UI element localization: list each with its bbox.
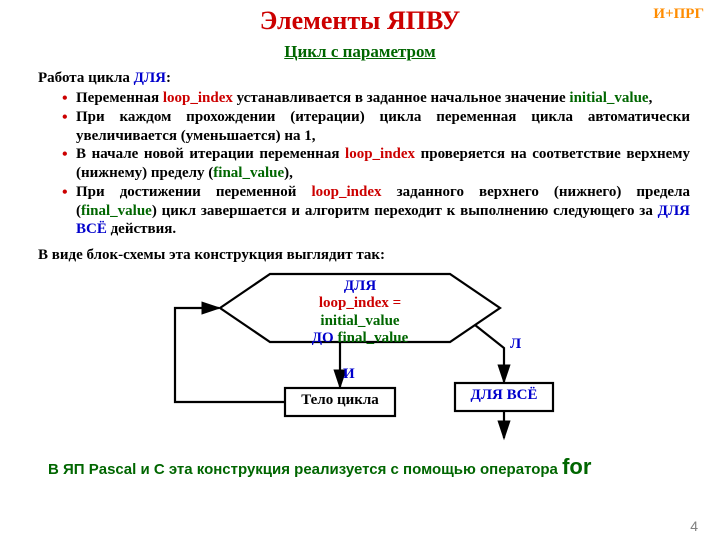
bullet-item: При каждом прохождении (итерации) цикла …	[62, 108, 690, 146]
page-title: Элементы ЯПВУ	[30, 6, 690, 36]
rect-done-label: ДЛЯ ВСЁ	[455, 387, 553, 404]
bullet-fragment: ) цикл завершается и алгоритм переходит …	[152, 203, 658, 219]
page-subtitle: Цикл с параметром	[30, 42, 690, 62]
intro-line: Работа цикла ДЛЯ:	[38, 70, 690, 87]
hex-line3: initial_value	[320, 313, 399, 329]
bullet-item: В начале новой итерации переменная loop_…	[62, 145, 690, 183]
hex-caption: ДЛЯ loop_index = initial_value ДО final_…	[245, 278, 475, 347]
page-number: 4	[690, 518, 698, 534]
bullet-fragment: В начале новой итерации переменная	[76, 146, 345, 162]
bullet-fragment: loop_index	[312, 184, 382, 200]
bullet-fragment: При достижении переменной	[76, 184, 312, 200]
bullet-fragment: При каждом прохождении (итерации) цикла …	[76, 109, 690, 144]
bullet-fragment: final_value	[213, 165, 284, 181]
hex-line1: ДЛЯ	[344, 278, 376, 294]
intro-keyword: ДЛЯ	[134, 70, 166, 86]
hex-line4-pre: ДО	[312, 330, 338, 346]
footer-note: В ЯП Pascal и С эта конструкция реализуе…	[48, 454, 690, 480]
footer-keyword: for	[562, 454, 591, 479]
leadout-line: В виде блок-схемы эта конструкция выгляд…	[38, 247, 690, 264]
hex-line2: loop_index =	[319, 295, 401, 311]
edge-false	[475, 325, 504, 382]
intro-prefix: Работа цикла	[38, 70, 134, 86]
bullet-fragment: loop_index	[163, 90, 233, 106]
hex-line4-kw: final_value	[337, 330, 408, 346]
bullet-item: При достижении переменной loop_index зад…	[62, 183, 690, 239]
bullet-fragment: final_value	[81, 203, 152, 219]
corner-tag: И+ПРГ	[653, 6, 704, 23]
bullet-fragment: loop_index	[345, 146, 415, 162]
footer-pre: В ЯП Pascal и С эта конструкция реализуе…	[48, 461, 562, 478]
bullet-list: Переменная loop_index устанавливается в …	[30, 89, 690, 239]
bullet-item: Переменная loop_index устанавливается в …	[62, 89, 690, 108]
bullet-fragment: Переменная	[76, 90, 163, 106]
bullet-fragment: ,	[649, 90, 653, 106]
bullet-fragment: устанавливается в заданное начальное зна…	[233, 90, 570, 106]
label-false: Л	[510, 336, 521, 353]
bullet-fragment: initial_value	[569, 90, 648, 106]
rect-body-label: Тело цикла	[285, 392, 395, 409]
label-true: И	[343, 366, 355, 383]
flowchart: ДЛЯ loop_index = initial_value ДО final_…	[30, 268, 690, 448]
bullet-fragment: действия.	[107, 221, 176, 237]
bullet-fragment: ),	[284, 165, 293, 181]
intro-suffix: :	[166, 70, 171, 86]
